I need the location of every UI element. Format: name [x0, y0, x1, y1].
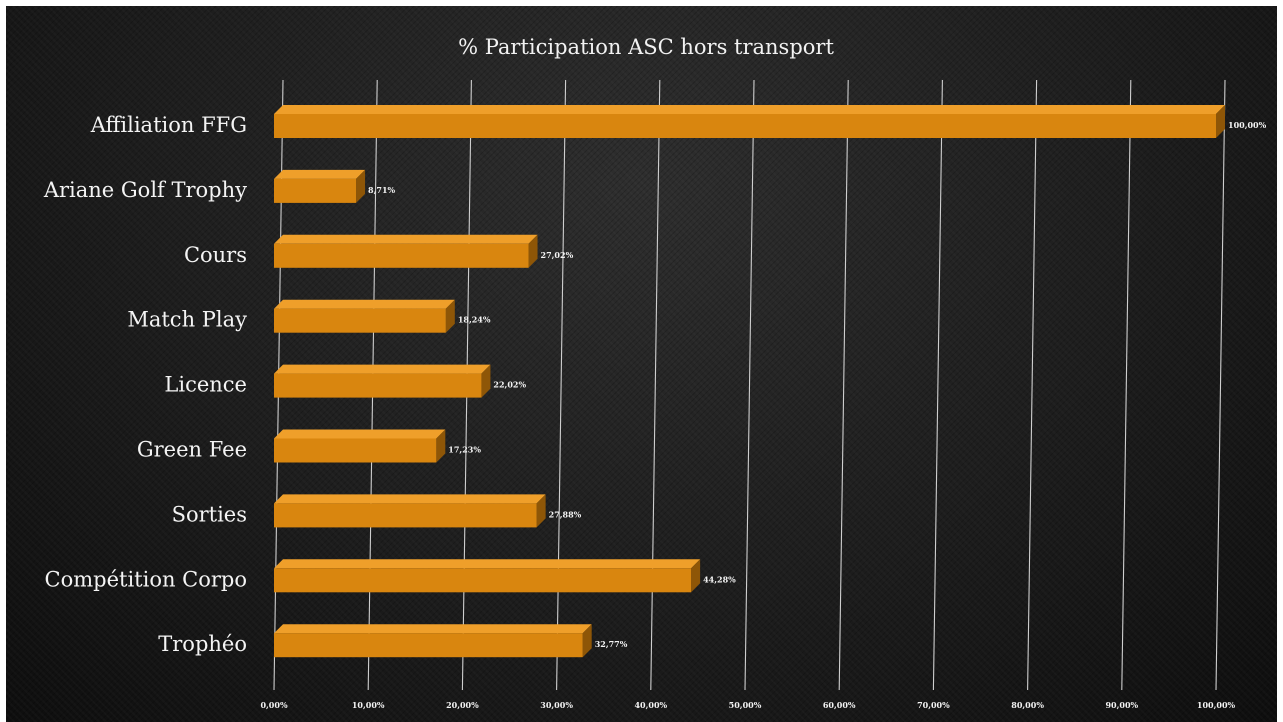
bar: [274, 494, 546, 528]
category-label: Compétition Corpo: [45, 567, 247, 591]
chart-title: % Participation ASC hors transport: [458, 35, 834, 59]
category-label: Sorties: [172, 502, 247, 526]
data-label: 18,24%: [458, 315, 491, 325]
bar-side-face: [1216, 105, 1225, 138]
category-label: Match Play: [127, 308, 247, 332]
x-tick-label: 90,00%: [1105, 700, 1138, 710]
bar-front-face: [274, 568, 692, 593]
category-label: Trophéo: [158, 632, 247, 656]
x-tick-label: 40,00%: [634, 700, 667, 710]
bar-front-face: [274, 308, 446, 333]
bar-front-face: [274, 503, 537, 528]
data-label: 27,88%: [549, 509, 582, 519]
data-label: 100,00%: [1228, 120, 1267, 130]
x-tick-label: 10,00%: [352, 700, 385, 710]
bar-top-face: [274, 364, 491, 374]
bar: [274, 105, 1225, 138]
x-tick-label: 60,00%: [823, 700, 856, 710]
bar-top-face: [274, 494, 546, 504]
bar: [274, 364, 491, 398]
data-label: 22,02%: [493, 380, 526, 390]
bar-side-face: [691, 559, 701, 593]
bar: [274, 299, 455, 333]
x-tick-label: 70,00%: [917, 700, 950, 710]
bar-top-face: [274, 105, 1225, 114]
gridline: [650, 79, 661, 691]
bar-chart: 0,00% 10,00% 20,00% 30,00% 40,00% 50,00% 60,00…: [43, 35, 1267, 710]
bar-side-face: [445, 299, 455, 333]
category-label: Cours: [184, 243, 247, 267]
gridline: [556, 79, 567, 691]
gridline: [744, 79, 755, 691]
gridline: [838, 79, 849, 691]
bar-side-face: [528, 234, 538, 268]
bar-top-face: [274, 624, 592, 634]
bar: [274, 234, 538, 268]
bar-side-face: [356, 169, 366, 203]
x-tick-label: 100,00%: [1197, 700, 1236, 710]
data-label: 27,02%: [541, 250, 574, 260]
chart-slide: 0,00% 10,00% 20,00% 30,00% 40,00% 50,00% 60,00…: [6, 6, 1277, 722]
data-label: 44,28%: [703, 574, 736, 584]
bar-front-face: [274, 438, 437, 463]
bar: [274, 429, 446, 463]
category-label: Ariane Golf Trophy: [43, 178, 247, 202]
x-tick-label: 80,00%: [1011, 700, 1044, 710]
gridline: [1027, 79, 1038, 691]
bar-front-face: [274, 373, 482, 398]
bar-top-face: [274, 429, 446, 439]
bar: [274, 624, 592, 658]
category-label: Licence: [164, 373, 247, 397]
data-label: 17,23%: [448, 445, 481, 455]
bar-front-face: [274, 178, 357, 203]
gridline: [1215, 79, 1226, 691]
data-label: 8,71%: [368, 185, 395, 195]
x-tick-label: 20,00%: [446, 700, 479, 710]
bar-top-face: [274, 169, 366, 179]
x-tick-label: 50,00%: [729, 700, 762, 710]
bar-front-face: [274, 114, 1216, 138]
bar: [274, 559, 701, 593]
bar-top-face: [274, 234, 538, 244]
bar-front-face: [274, 243, 529, 268]
bar: [274, 169, 366, 203]
bar-side-face: [436, 429, 446, 463]
gridline: [1121, 79, 1132, 691]
x-tick-label: 30,00%: [540, 700, 573, 710]
bar-side-face: [481, 364, 491, 398]
bar-top-face: [274, 559, 701, 569]
bar-side-face: [536, 494, 546, 528]
bar-top-face: [274, 299, 455, 309]
category-label: Green Fee: [137, 438, 247, 462]
category-label: Affiliation FFG: [90, 113, 247, 137]
gridline: [932, 79, 943, 691]
x-tick-label: 0,00%: [260, 700, 287, 710]
bar-side-face: [582, 624, 592, 658]
data-label: 32,77%: [595, 639, 628, 649]
bar-front-face: [274, 633, 583, 658]
